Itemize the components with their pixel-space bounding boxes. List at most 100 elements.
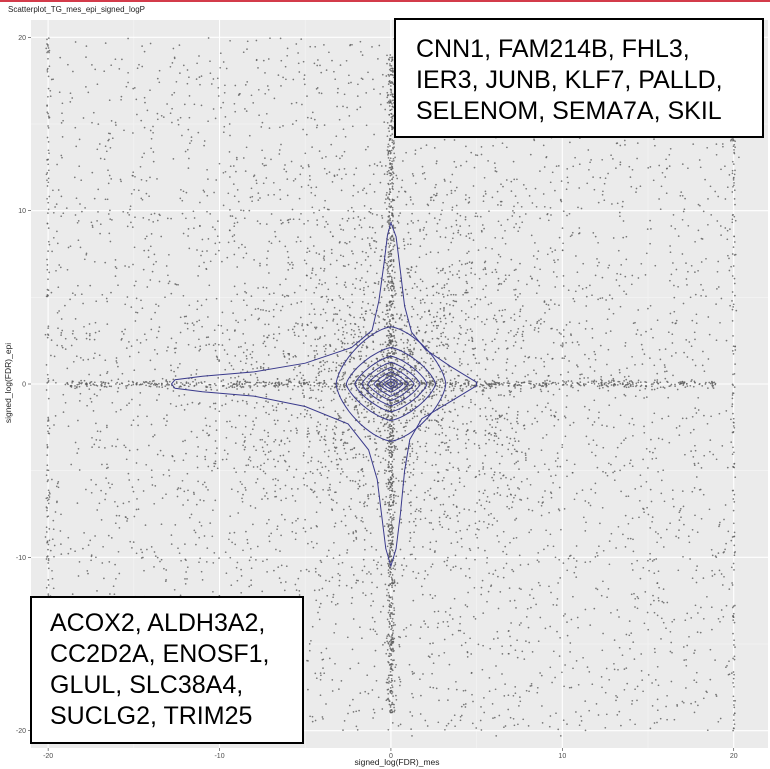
scatter-point	[279, 283, 281, 286]
scatter-point	[209, 260, 212, 263]
scatter-point	[74, 294, 77, 296]
scatter-point	[480, 706, 482, 708]
scatter-point	[631, 569, 634, 571]
scatter-point	[56, 482, 59, 485]
scatter-point	[443, 138, 446, 141]
scatter-point	[216, 389, 218, 391]
scatter-point	[420, 626, 422, 628]
scatter-point	[507, 630, 510, 632]
scatter-point	[141, 45, 143, 47]
scatter-point	[440, 213, 442, 216]
scatter-point	[365, 124, 368, 127]
scatter-point	[685, 687, 687, 689]
scatter-point	[556, 630, 558, 633]
scatter-point	[253, 424, 256, 426]
scatter-point	[497, 253, 500, 256]
scatter-point	[187, 128, 190, 131]
scatter-point	[234, 355, 237, 357]
scatter-point	[212, 78, 215, 80]
scatter-point	[347, 532, 350, 535]
scatter-point	[694, 444, 696, 447]
scatter-point	[597, 201, 600, 204]
scatter-point	[319, 267, 322, 270]
scatter-point	[302, 454, 305, 457]
scatter-point	[722, 615, 725, 618]
scatter-point	[286, 250, 289, 253]
scatter-point	[552, 650, 555, 653]
scatter-point	[415, 496, 418, 499]
scatter-point	[496, 520, 499, 522]
scatter-point	[114, 259, 117, 261]
scatter-point	[362, 456, 365, 459]
scatter-point	[215, 429, 218, 431]
scatter-point	[209, 406, 211, 408]
scatter-point	[365, 281, 367, 284]
scatter-point	[624, 275, 627, 278]
scatter-point	[717, 286, 720, 288]
scatter-point	[354, 480, 357, 483]
scatter-point	[524, 452, 527, 455]
scatter-point	[288, 440, 291, 443]
scatter-point	[198, 561, 200, 564]
scatter-point	[270, 532, 273, 535]
scatter-point	[719, 521, 721, 524]
scatter-point	[241, 243, 243, 246]
scatter-point	[367, 497, 370, 500]
scatter-point	[501, 653, 504, 655]
scatter-point	[347, 209, 350, 212]
scatter-point	[440, 335, 443, 338]
scatter-point	[474, 357, 477, 360]
scatter-point	[259, 365, 262, 368]
scatter-point	[212, 509, 214, 512]
scatter-point	[617, 668, 619, 671]
scatter-point	[315, 186, 318, 189]
scatter-point	[91, 64, 93, 66]
scatter-point	[245, 252, 248, 255]
scatter-point	[452, 316, 455, 319]
scatter-point	[250, 94, 253, 97]
scatter-point	[341, 341, 344, 344]
scatter-point	[343, 284, 346, 286]
scatter-point	[623, 439, 625, 441]
scatter-point	[427, 346, 430, 349]
scatter-point	[89, 333, 91, 335]
scatter-point	[465, 274, 467, 277]
scatter-point	[262, 286, 265, 289]
scatter-point	[419, 228, 421, 231]
scatter-point	[181, 479, 184, 482]
scatter-point	[520, 205, 523, 208]
scatter-point	[295, 432, 298, 434]
scatter-point	[359, 393, 362, 396]
scatter-point	[182, 294, 185, 297]
scatter-point	[514, 365, 517, 367]
scatter-point	[694, 449, 697, 452]
scatter-point	[130, 192, 133, 195]
scatter-point	[174, 524, 177, 526]
scatter-point	[179, 72, 181, 74]
scatter-point	[427, 626, 429, 628]
scatter-point	[91, 121, 93, 124]
scatter-point	[71, 332, 74, 335]
scatter-point	[320, 296, 323, 298]
scatter-point	[582, 656, 584, 659]
scatter-point	[156, 399, 158, 401]
scatter-point	[153, 253, 156, 256]
scatter-point	[490, 584, 493, 587]
scatter-point	[455, 186, 458, 189]
scatter-point	[443, 513, 445, 516]
scatter-point	[599, 344, 602, 347]
scatter-point	[229, 556, 232, 559]
scatter-point	[286, 361, 288, 364]
scatter-point	[240, 345, 242, 348]
scatter-point	[503, 726, 505, 729]
scatter-point	[154, 311, 156, 314]
scatter-point	[296, 416, 299, 419]
scatter-point	[509, 493, 512, 496]
scatter-point	[372, 717, 374, 719]
scatter-point	[211, 226, 214, 228]
scatter-point	[369, 532, 372, 535]
scatter-point	[414, 558, 417, 560]
scatter-point	[493, 338, 496, 341]
scatter-point	[448, 439, 451, 442]
scatter-point	[143, 333, 146, 336]
